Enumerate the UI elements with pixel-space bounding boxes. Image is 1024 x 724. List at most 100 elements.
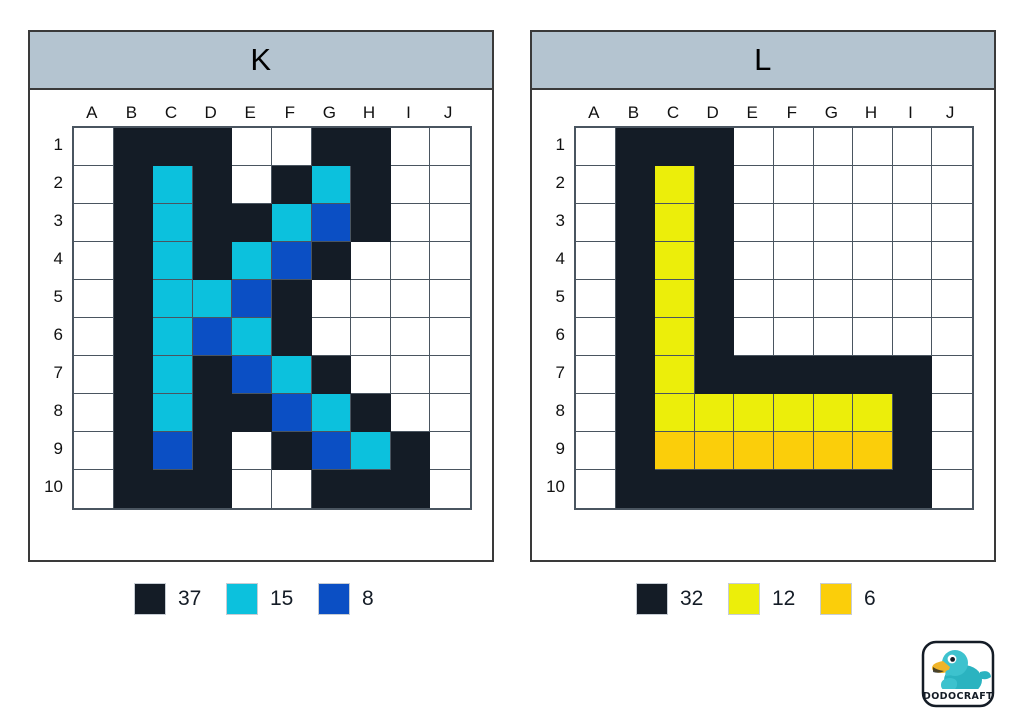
grid-cell-D1[interactable] xyxy=(192,128,233,166)
grid-cell-E3[interactable] xyxy=(232,204,272,242)
grid-cell-J1[interactable] xyxy=(932,128,972,166)
grid-cell-C8[interactable] xyxy=(153,394,193,432)
grid-cell-D7[interactable] xyxy=(694,356,735,394)
grid-cell-A4[interactable] xyxy=(576,242,616,280)
grid-cell-A3[interactable] xyxy=(74,204,114,242)
grid-cell-F4[interactable] xyxy=(271,242,312,280)
grid-cell-G5[interactable] xyxy=(311,280,352,318)
grid-cell-D1[interactable] xyxy=(694,128,735,166)
grid-cell-H6[interactable] xyxy=(853,318,893,356)
grid-cell-J2[interactable] xyxy=(932,166,972,204)
grid-cell-F4[interactable] xyxy=(773,242,814,280)
grid-cell-G5[interactable] xyxy=(813,280,854,318)
grid-cell-D9[interactable] xyxy=(694,432,735,470)
grid-cell-C3[interactable] xyxy=(153,204,193,242)
grid-cell-E2[interactable] xyxy=(232,166,272,204)
grid-cell-I8[interactable] xyxy=(390,394,431,432)
grid-cell-F2[interactable] xyxy=(271,166,312,204)
grid-cell-E5[interactable] xyxy=(734,280,774,318)
grid-cell-H6[interactable] xyxy=(351,318,391,356)
grid-cell-B6[interactable] xyxy=(113,318,154,356)
grid-cell-B2[interactable] xyxy=(113,166,154,204)
grid-cell-E7[interactable] xyxy=(232,356,272,394)
grid-cell-E6[interactable] xyxy=(734,318,774,356)
grid-cell-E2[interactable] xyxy=(734,166,774,204)
grid-cell-D2[interactable] xyxy=(192,166,233,204)
grid-cell-J7[interactable] xyxy=(430,356,470,394)
grid-cell-B9[interactable] xyxy=(113,432,154,470)
grid-cell-F7[interactable] xyxy=(271,356,312,394)
grid-cell-D10[interactable] xyxy=(694,470,735,508)
grid-cell-G10[interactable] xyxy=(813,470,854,508)
grid-cell-C2[interactable] xyxy=(153,166,193,204)
grid-cell-J10[interactable] xyxy=(932,470,972,508)
grid-cell-A10[interactable] xyxy=(576,470,616,508)
grid-cell-F9[interactable] xyxy=(773,432,814,470)
grid-cell-I10[interactable] xyxy=(892,470,933,508)
grid-cell-D4[interactable] xyxy=(192,242,233,280)
grid-cell-A2[interactable] xyxy=(576,166,616,204)
grid-cell-A2[interactable] xyxy=(74,166,114,204)
grid-cell-J6[interactable] xyxy=(932,318,972,356)
grid-cell-C2[interactable] xyxy=(655,166,695,204)
grid-cell-B5[interactable] xyxy=(615,280,656,318)
grid-cell-H3[interactable] xyxy=(853,204,893,242)
grid-cell-G2[interactable] xyxy=(311,166,352,204)
grid-cell-D7[interactable] xyxy=(192,356,233,394)
grid-cell-C9[interactable] xyxy=(153,432,193,470)
grid-cell-E9[interactable] xyxy=(734,432,774,470)
grid-cell-I5[interactable] xyxy=(390,280,431,318)
grid-cell-B1[interactable] xyxy=(113,128,154,166)
grid-cell-C6[interactable] xyxy=(655,318,695,356)
grid-cell-E4[interactable] xyxy=(232,242,272,280)
grid-cell-F5[interactable] xyxy=(773,280,814,318)
grid-cell-B6[interactable] xyxy=(615,318,656,356)
grid-cell-B1[interactable] xyxy=(615,128,656,166)
grid-cell-D9[interactable] xyxy=(192,432,233,470)
grid-cell-A3[interactable] xyxy=(576,204,616,242)
grid-cell-G9[interactable] xyxy=(311,432,352,470)
grid-cell-H3[interactable] xyxy=(351,204,391,242)
grid-cell-F7[interactable] xyxy=(773,356,814,394)
grid-cell-C10[interactable] xyxy=(153,470,193,508)
grid-cell-E6[interactable] xyxy=(232,318,272,356)
grid-cell-D8[interactable] xyxy=(192,394,233,432)
grid-cell-F8[interactable] xyxy=(271,394,312,432)
grid-cell-D3[interactable] xyxy=(192,204,233,242)
grid-cell-H1[interactable] xyxy=(853,128,893,166)
grid-cell-H9[interactable] xyxy=(853,432,893,470)
grid-cell-F10[interactable] xyxy=(773,470,814,508)
grid-cell-C7[interactable] xyxy=(655,356,695,394)
grid-cell-F2[interactable] xyxy=(773,166,814,204)
grid-cell-I5[interactable] xyxy=(892,280,933,318)
grid-cell-G1[interactable] xyxy=(813,128,854,166)
pixel-grid-l[interactable] xyxy=(574,126,974,510)
grid-cell-G8[interactable] xyxy=(311,394,352,432)
grid-cell-F1[interactable] xyxy=(773,128,814,166)
grid-cell-B5[interactable] xyxy=(113,280,154,318)
grid-cell-I3[interactable] xyxy=(390,204,431,242)
grid-cell-A1[interactable] xyxy=(74,128,114,166)
grid-cell-I9[interactable] xyxy=(390,432,431,470)
grid-cell-E7[interactable] xyxy=(734,356,774,394)
grid-cell-B8[interactable] xyxy=(113,394,154,432)
grid-cell-I2[interactable] xyxy=(390,166,431,204)
grid-cell-J3[interactable] xyxy=(430,204,470,242)
grid-cell-F1[interactable] xyxy=(271,128,312,166)
grid-cell-H7[interactable] xyxy=(351,356,391,394)
grid-cell-B8[interactable] xyxy=(615,394,656,432)
grid-cell-E9[interactable] xyxy=(232,432,272,470)
grid-cell-I8[interactable] xyxy=(892,394,933,432)
grid-cell-F6[interactable] xyxy=(773,318,814,356)
grid-cell-D6[interactable] xyxy=(694,318,735,356)
grid-cell-F3[interactable] xyxy=(271,204,312,242)
grid-cell-C4[interactable] xyxy=(153,242,193,280)
grid-cell-J3[interactable] xyxy=(932,204,972,242)
grid-cell-B7[interactable] xyxy=(113,356,154,394)
grid-cell-D4[interactable] xyxy=(694,242,735,280)
grid-cell-D2[interactable] xyxy=(694,166,735,204)
grid-cell-J9[interactable] xyxy=(932,432,972,470)
grid-cell-B4[interactable] xyxy=(615,242,656,280)
grid-cell-A4[interactable] xyxy=(74,242,114,280)
grid-cell-B4[interactable] xyxy=(113,242,154,280)
